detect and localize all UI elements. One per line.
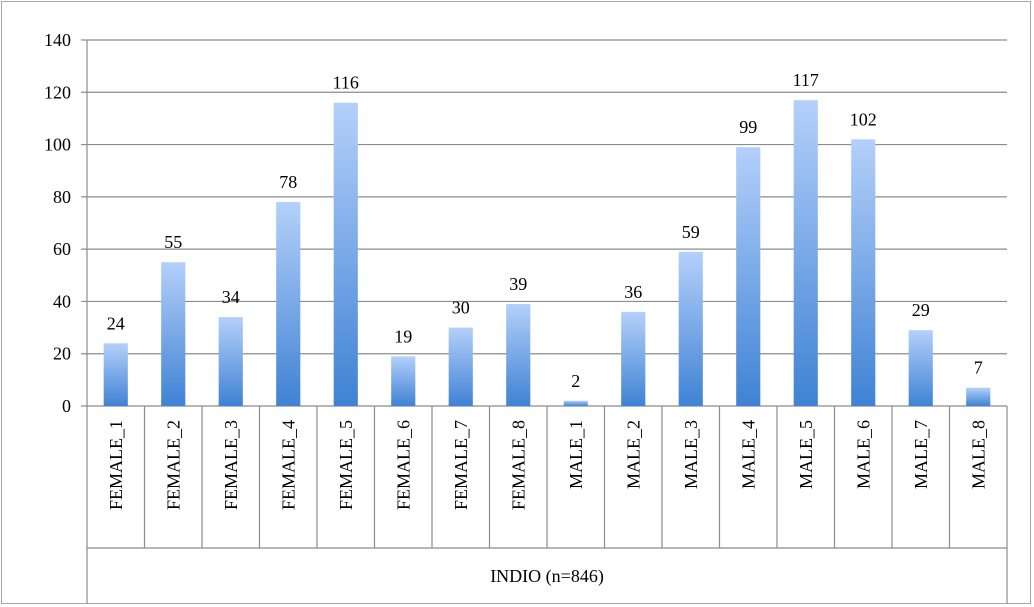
category-label: MALE_6: [853, 420, 873, 489]
bar-male-4: [736, 147, 761, 406]
data-label: 117: [793, 70, 819, 90]
category-label: FEMALE_3: [221, 420, 241, 510]
bar-female-5: [333, 102, 358, 406]
y-tick-label: 140: [44, 30, 71, 50]
bar-female-1: [103, 343, 128, 406]
data-label: 78: [279, 172, 297, 192]
data-label: 102: [850, 109, 877, 129]
category-label: MALE_5: [796, 420, 816, 489]
category-label: FEMALE_7: [451, 420, 471, 510]
data-label: 29: [912, 300, 930, 320]
category-label: MALE_7: [911, 420, 931, 489]
bars: [103, 100, 991, 407]
data-label: 59: [682, 222, 700, 242]
bar-male-3: [678, 251, 703, 406]
bar-female-6: [391, 356, 416, 406]
data-label: 99: [739, 117, 757, 137]
group-label: INDIO (n=846): [490, 566, 604, 587]
data-label: 7: [974, 358, 983, 378]
labels: 0 20 40 60 80 100 120 140 24 FEMALE_1 55 FEMALE_2 34…: [44, 30, 988, 510]
data-label: 55: [164, 232, 182, 252]
bar-female-3: [218, 317, 243, 406]
data-label: 30: [452, 298, 470, 318]
y-tick-label: 0: [62, 396, 71, 416]
category-label: MALE_1: [566, 420, 586, 489]
category-label: MALE_3: [681, 420, 701, 489]
category-label: FEMALE_4: [278, 420, 298, 510]
y-tick-label: 100: [44, 135, 71, 155]
category-label: MALE_2: [623, 420, 643, 489]
category-label: FEMALE_5: [336, 420, 356, 510]
category-label: FEMALE_6: [393, 420, 413, 510]
bar-female-2: [161, 262, 186, 406]
data-label: 34: [222, 287, 240, 307]
bar-female-7: [448, 327, 473, 406]
y-tick-label: 80: [53, 187, 71, 207]
y-tick-label: 60: [53, 239, 71, 259]
category-label: MALE_8: [968, 420, 988, 489]
data-label: 116: [333, 73, 359, 93]
category-label: MALE_4: [738, 420, 758, 489]
data-label: 19: [394, 326, 412, 346]
y-tick-label: 120: [44, 82, 71, 102]
category-label: FEMALE_1: [106, 420, 126, 510]
bar-male-8: [966, 387, 991, 406]
category-label: FEMALE_8: [508, 420, 528, 510]
bar-female-8: [506, 304, 531, 406]
bar-male-7: [908, 330, 933, 406]
data-label: 36: [624, 282, 642, 302]
category-label: FEMALE_2: [163, 420, 183, 510]
axes: [86, 40, 1008, 604]
bar-male-5: [793, 100, 818, 406]
bar-male-1: [563, 400, 588, 406]
y-tick-label: 40: [53, 291, 71, 311]
data-label: 39: [509, 274, 527, 294]
bar-male-6: [851, 139, 876, 407]
data-label: 24: [107, 313, 125, 333]
bar-male-2: [621, 311, 646, 406]
bar-female-4: [276, 202, 301, 406]
y-tick-label: 20: [53, 344, 71, 364]
data-label: 2: [571, 371, 580, 391]
